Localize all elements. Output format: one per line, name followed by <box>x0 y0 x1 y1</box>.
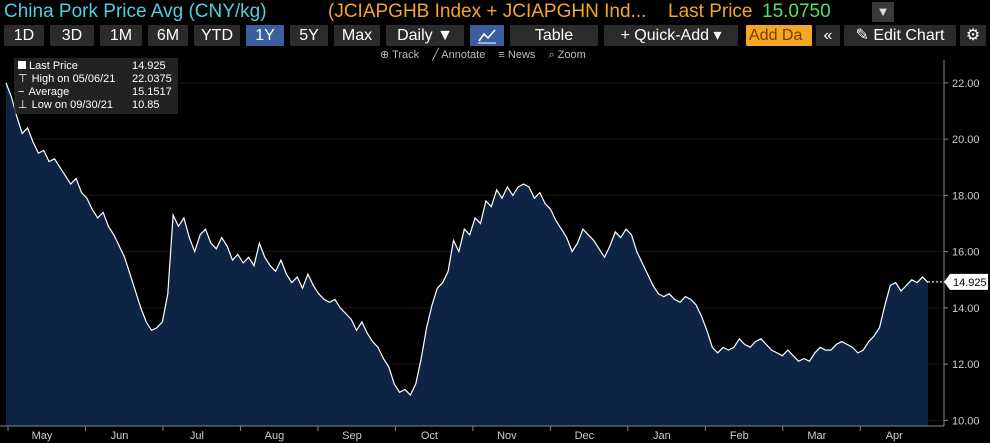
line-chart-icon[interactable] <box>470 25 504 46</box>
range-ytd-button[interactable]: YTD <box>194 25 240 46</box>
last-value-marker: 14.925 <box>928 273 988 290</box>
range-5y-button[interactable]: 5Y <box>290 25 328 46</box>
average-marker-icon: − <box>18 86 25 98</box>
frequency-dropdown[interactable]: Daily ▼ <box>386 25 464 46</box>
range-1d-button[interactable]: 1D <box>4 25 44 46</box>
legend-swatch-white <box>18 61 26 69</box>
legend-value-last: 14.925 <box>132 60 166 72</box>
edit-chart-button[interactable]: ✎ Edit Chart <box>844 25 956 46</box>
toolbar: 1D 3D 1M 6M YTD 1Y 5Y Max Daily ▼ Table … <box>0 24 990 48</box>
y-tick-label: 20.00 <box>952 134 980 146</box>
legend-value-high: 22.0375 <box>132 73 172 85</box>
line-chart-glyph <box>478 29 496 44</box>
x-tick-label: Dec <box>575 430 595 442</box>
y-axis: 10.00 12.00 14.00 16.00 18.00 20.00 22.00 <box>943 60 980 427</box>
chart-tools: ⊕ Track ╱ Annotate ≡ News ⌕ Zoom <box>380 48 596 64</box>
legend-row-last: Last Price <box>18 60 78 72</box>
legend-row-high: ⊤ High on 05/06/21 <box>18 73 116 85</box>
settings-icon[interactable]: ⚙ <box>960 25 986 46</box>
x-tick-label: Jul <box>190 430 204 442</box>
range-6m-button[interactable]: 6M <box>148 25 188 46</box>
x-tick-label: Mar <box>807 430 826 442</box>
x-axis: May Jun Jul Aug Sep Oct Nov Dec Jan Feb Mar Apr <box>0 425 944 442</box>
track-tool[interactable]: ⊕ Track <box>380 49 420 61</box>
range-1y-button[interactable]: 1Y <box>246 25 284 46</box>
y-tick-label: 12.00 <box>952 359 980 371</box>
last-value-flag <box>944 273 988 290</box>
y-tick-label: 14.00 <box>952 303 980 315</box>
y-tick-label: 22.00 <box>952 78 980 90</box>
x-tick-label: Oct <box>421 430 438 442</box>
x-tick-label: Jan <box>653 430 671 442</box>
legend-row-low: ⊥ Low on 09/30/21 <box>18 99 113 111</box>
y-tick-label: 16.00 <box>952 247 980 259</box>
x-tick-label: Feb <box>730 430 749 442</box>
y-tick-label: 18.00 <box>952 190 980 202</box>
range-3d-button[interactable]: 3D <box>50 25 94 46</box>
table-button[interactable]: Table <box>510 25 598 46</box>
collapse-button[interactable]: « <box>816 25 840 46</box>
x-tick-label: Apr <box>886 430 903 442</box>
zoom-tool[interactable]: ⌕ Zoom <box>548 49 586 61</box>
series-area <box>6 82 928 427</box>
x-tick-label: Jun <box>111 430 129 442</box>
news-tool[interactable]: ≡ News <box>498 49 536 61</box>
menu-icon[interactable]: ▼ <box>872 2 894 22</box>
range-1m-button[interactable]: 1M <box>100 25 142 46</box>
legend-row-average: − Average <box>18 86 70 98</box>
ticker-label[interactable]: (JCIAPGHB Index + JCIAPGHN Ind... <box>328 1 647 22</box>
high-marker-icon: ⊤ <box>18 73 28 85</box>
x-tick-label: Sep <box>342 430 362 442</box>
header-bar: China Pork Price Avg (CNY/kg) (JCIAPGHB … <box>0 0 990 24</box>
legend-value-low: 10.85 <box>132 99 160 111</box>
quick-add-button[interactable]: + Quick-Add ▾ <box>604 25 738 46</box>
series-line <box>5 82 929 397</box>
annotate-tool[interactable]: ╱ Annotate <box>432 49 486 61</box>
legend-value-average: 15.1517 <box>132 86 172 98</box>
range-max-button[interactable]: Max <box>334 25 380 46</box>
legend-box: Last Price 14.925 ⊤ High on 05/06/21 22.0… <box>14 58 178 114</box>
last-price-label: Last Price <box>668 1 753 22</box>
chart-title: China Pork Price Avg (CNY/kg) <box>4 1 267 22</box>
y-tick-label: 10.00 <box>952 415 980 427</box>
x-tick-label: Nov <box>497 430 517 442</box>
last-value-label: 14.925 <box>953 277 987 289</box>
low-marker-icon: ⊥ <box>18 99 28 111</box>
x-tick-label: Aug <box>265 430 285 442</box>
add-data-input[interactable]: Add Da <box>746 25 812 46</box>
x-tick-label: May <box>32 430 53 442</box>
last-price-value: 15.0750 <box>762 1 831 22</box>
